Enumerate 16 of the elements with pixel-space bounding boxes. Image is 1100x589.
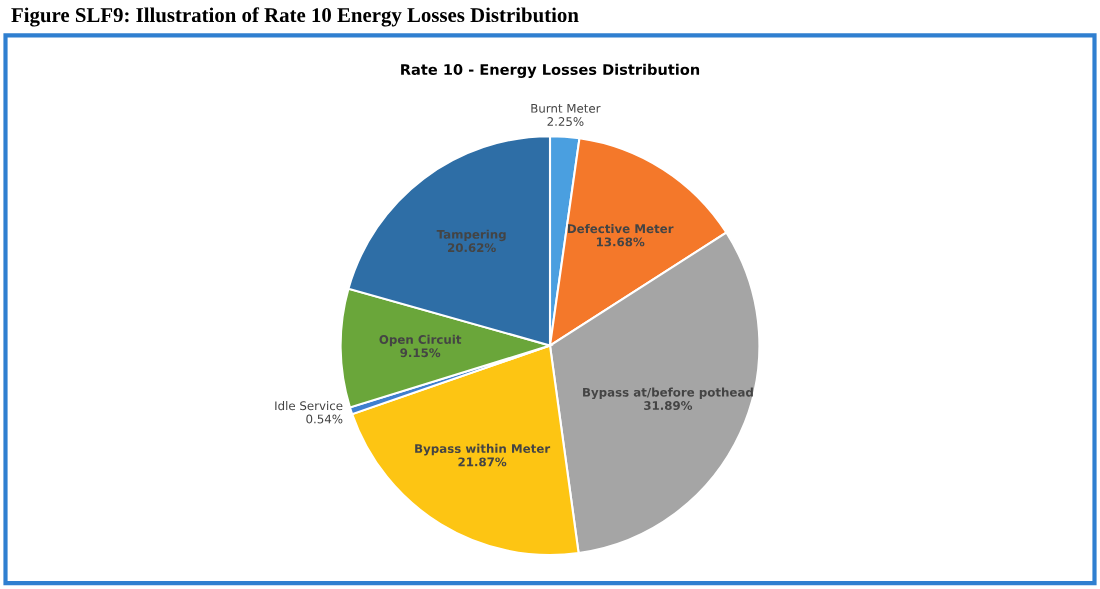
data-label: 21.87% <box>458 457 507 467</box>
data-label: 2.25% <box>547 117 584 126</box>
chart-title: Rate 10 - Energy Losses Distribution <box>401 63 700 78</box>
data-label: 0.54% <box>306 414 343 424</box>
slice-label: Bypass at/before pothead <box>583 387 753 400</box>
data-label: 31.89% <box>644 401 693 410</box>
slice-label: Defective Meter <box>567 223 674 234</box>
slice-label: Tampering <box>436 229 506 242</box>
text: Figure SLF9: Illustration of Rate 10 Energy Losses Distribution <box>11 7 579 27</box>
data-label: 13.68% <box>596 237 645 247</box>
slice-label: Open Circuit <box>379 334 462 347</box>
slice-label: Burnt Meter <box>531 104 601 113</box>
data-label: 20.62% <box>448 243 496 253</box>
slice-label: Bypass within Meter <box>415 443 551 456</box>
slice-label: Idle Service <box>275 401 343 411</box>
data-label: 9.15% <box>400 348 441 358</box>
